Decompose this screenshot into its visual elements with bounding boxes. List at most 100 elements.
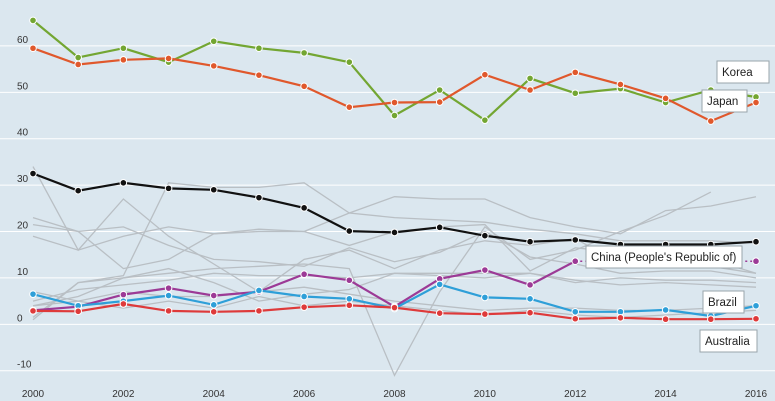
point-china-people-s-republic-of-2010 — [481, 266, 489, 274]
series-labels: Korea Japan China (People's Republic of)… — [585, 60, 770, 353]
point-series-2-2005 — [255, 193, 263, 202]
point-series-2-2003 — [164, 184, 173, 193]
point-series-2-2001 — [74, 186, 82, 195]
highlighted-series — [29, 16, 760, 324]
point-japan-2003 — [164, 54, 173, 63]
point-brazil-2009 — [435, 280, 444, 289]
context-line-4 — [32, 191, 712, 377]
point-brazil-2005 — [255, 286, 263, 295]
point-korea-2012 — [571, 89, 580, 98]
point-brazil-2006 — [300, 292, 308, 301]
point-japan-2004 — [209, 62, 218, 70]
point-korea-2011 — [526, 74, 534, 83]
point-brazil-2010 — [481, 293, 489, 302]
context-line-3 — [32, 223, 757, 279]
label-japan[interactable]: Japan — [701, 89, 748, 113]
point-japan-2001 — [74, 60, 82, 69]
point-series-2-2007 — [345, 227, 354, 235]
point-korea-2002 — [119, 44, 128, 53]
point-korea-2001 — [74, 53, 82, 62]
point-japan-2008 — [390, 98, 399, 107]
point-series-2-2012 — [571, 236, 580, 244]
point-china-people-s-republic-of-2012 — [571, 257, 580, 266]
point-australia-2011 — [526, 308, 534, 317]
y-tick-label-50: 50 — [17, 81, 29, 92]
point-series-2-2000 — [29, 169, 37, 178]
x-tick-label-2010: 2010 — [474, 389, 497, 400]
point-korea-2008 — [390, 111, 399, 120]
point-australia-2006 — [300, 303, 308, 311]
point-australia-2002 — [119, 300, 128, 308]
context-series — [32, 166, 757, 377]
point-australia-2009 — [435, 309, 444, 317]
point-australia-2001 — [74, 307, 82, 316]
x-tick-label-2000: 2000 — [22, 389, 45, 400]
y-tick-label-60: 60 — [17, 35, 29, 46]
point-japan-2009 — [435, 98, 444, 106]
label-brazil[interactable]: Brazil — [702, 290, 745, 314]
point-australia-2005 — [255, 307, 263, 315]
series-japan — [29, 44, 760, 125]
label-australia[interactable]: Australia — [699, 329, 758, 353]
context-line-7 — [32, 182, 757, 318]
y-tick-label-40: 40 — [17, 128, 29, 139]
x-tick-label-2002: 2002 — [112, 389, 135, 400]
point-series-2-2006 — [300, 204, 308, 212]
point-korea-2005 — [255, 44, 263, 53]
point-korea-2009 — [435, 86, 444, 94]
point-australia-2003 — [164, 307, 173, 315]
series-brazil — [29, 280, 760, 320]
series-line-japan — [32, 47, 757, 123]
point-korea-2010 — [481, 116, 489, 124]
point-brazil-2014 — [661, 306, 670, 314]
point-series-2-2010 — [481, 231, 489, 240]
point-series-2-2002 — [119, 179, 128, 187]
point-china-people-s-republic-of-2002 — [119, 290, 128, 299]
x-tick-label-2006: 2006 — [293, 389, 316, 400]
point-series-2-2008 — [390, 228, 399, 237]
point-japan-2010 — [481, 70, 489, 79]
label-china[interactable]: China (People's Republic of) — [585, 245, 743, 269]
point-china-people-s-republic-of-2007 — [345, 276, 354, 285]
point-australia-2016 — [752, 314, 760, 323]
point-china-people-s-republic-of-2011 — [526, 281, 534, 289]
x-tick-label-2012: 2012 — [564, 389, 587, 400]
label-china-text: China (People's Republic of) — [591, 252, 737, 264]
point-australia-2012 — [571, 314, 580, 323]
label-brazil-text: Brazil — [708, 297, 737, 309]
point-brazil-2000 — [29, 290, 37, 298]
label-korea[interactable]: Korea — [716, 60, 770, 84]
point-australia-2015 — [707, 315, 715, 324]
point-korea-2006 — [300, 49, 308, 57]
x-tick-label-2016: 2016 — [745, 389, 768, 400]
point-china-people-s-republic-of-2016 — [752, 257, 760, 266]
point-china-people-s-republic-of-2004 — [209, 291, 218, 300]
label-korea-text: Korea — [722, 67, 753, 79]
point-japan-2013 — [616, 80, 625, 89]
point-japan-2014 — [661, 94, 670, 103]
label-australia-text: Australia — [705, 336, 750, 348]
point-australia-2013 — [616, 314, 625, 322]
point-series-2-2004 — [209, 185, 218, 194]
point-japan-2006 — [300, 82, 308, 91]
point-brazil-2007 — [345, 295, 354, 303]
point-japan-2015 — [707, 117, 715, 125]
point-korea-2004 — [209, 37, 218, 46]
y-axis-ticks: -10 0 10 20 30 40 50 60 — [17, 35, 32, 371]
context-line-2 — [32, 196, 757, 251]
point-china-people-s-republic-of-2006 — [300, 270, 308, 279]
x-axis-ticks: 2000 2002 2004 2006 2008 2010 2012 2014 2016 — [22, 389, 768, 400]
y-tick-label-10: 10 — [17, 267, 29, 278]
point-australia-2007 — [345, 301, 354, 310]
point-brazil-2012 — [571, 307, 580, 316]
y-tick-label-30: 30 — [17, 174, 29, 185]
label-japan-text: Japan — [707, 96, 738, 108]
point-australia-2008 — [390, 303, 399, 312]
point-series-2-2011 — [526, 237, 534, 246]
point-china-people-s-republic-of-2003 — [164, 284, 173, 292]
point-japan-2005 — [255, 71, 263, 79]
point-brazil-2011 — [526, 295, 534, 303]
point-australia-2000 — [29, 307, 37, 315]
point-australia-2014 — [661, 315, 670, 324]
